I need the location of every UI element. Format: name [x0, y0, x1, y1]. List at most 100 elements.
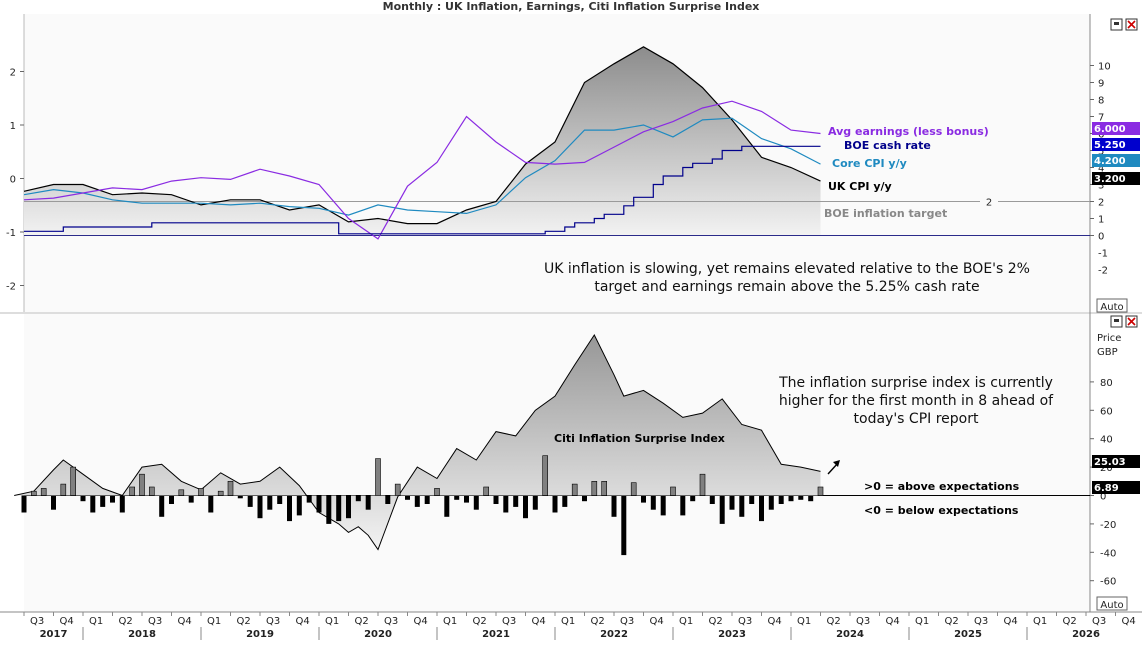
surprise-bar [699, 473, 706, 496]
quarter-label: Q3 [148, 616, 162, 627]
surprise-bar [30, 490, 37, 496]
auto-button-bottom[interactable]: Auto [1096, 596, 1128, 611]
quarter-label: Q2 [1063, 616, 1077, 627]
surprise-bar [306, 495, 312, 503]
right-tick-label: 10 [1098, 62, 1111, 73]
series-label: Core CPI y/y [832, 157, 907, 170]
value-badge-label: 6.89 [1094, 483, 1119, 494]
value-badge-label: 5.250 [1094, 140, 1126, 151]
quarter-label: Q2 [119, 616, 133, 627]
right-tick-label: 5 [1098, 147, 1104, 158]
surprise-bar [336, 495, 342, 522]
year-label: 2018 [128, 629, 156, 640]
surprise-bar [759, 495, 764, 522]
price-axis-title: Price [1097, 333, 1121, 344]
quarter-label: Q2 [355, 616, 369, 627]
surprise-area-fill [14, 335, 821, 550]
surprise-bar [405, 495, 410, 500]
year-label: 2023 [718, 629, 746, 640]
inflation-target-layer: 2 [24, 198, 1090, 236]
right-tick-label: 2 [1098, 198, 1104, 209]
surprise-bar [227, 480, 234, 496]
surprise-bar [217, 490, 224, 496]
chart-title: Monthly : UK Inflation, Earnings, Citi I… [383, 0, 760, 13]
quarter-label: Q3 [856, 616, 870, 627]
right-tick-label: 4 [1098, 164, 1104, 175]
surprise-bar [355, 495, 361, 502]
right-tick-label: 80 [1100, 378, 1113, 389]
bottom-panel-controls [1110, 315, 1138, 328]
quarter-label: Q3 [1092, 616, 1106, 627]
series-label: Avg earnings (less bonus) [828, 125, 989, 138]
right-tick-label: 20 [1100, 463, 1113, 474]
year-label: 2017 [40, 629, 68, 640]
series-line-core-cpi-y-y [23, 117, 821, 216]
auto-button-frame [1096, 298, 1128, 313]
right-tick-label: 8 [1098, 96, 1104, 107]
surprise-bar [40, 488, 47, 496]
surprise-bar [621, 495, 627, 556]
right-tick-label: 40 [1100, 435, 1113, 446]
quarter-label: Q3 [502, 616, 516, 627]
right-tick-label: 0 [1100, 492, 1106, 503]
right-tick-label: 60 [1100, 406, 1113, 417]
year-label: 2019 [246, 629, 274, 640]
annotation-line: today's CPI report [854, 411, 979, 427]
above-expectations-label: >0 = above expectations [864, 480, 1020, 493]
value-badge-label: 6.000 [1094, 124, 1126, 135]
surprise-bar [110, 495, 115, 503]
quarter-label: Q1 [561, 616, 575, 627]
quarter-label: Q1 [325, 616, 339, 627]
quarter-label: Q1 [679, 616, 693, 627]
series-line-uk-cpi-y-y [23, 46, 821, 225]
surprise-bar [169, 495, 174, 504]
surprise-bar [532, 495, 538, 510]
surprise-bar [277, 495, 283, 504]
cpi-area-fill [24, 46, 821, 236]
surprise-bar [739, 495, 745, 517]
surprise-bar [749, 495, 755, 504]
surprise-bar [287, 495, 292, 522]
surprise-bar [591, 480, 598, 496]
surprise-bar [424, 495, 430, 504]
surprise-bar [660, 495, 666, 516]
value-badge-label: 3.200 [1094, 174, 1126, 185]
below-expectations-label: <0 = below expectations [864, 504, 1019, 517]
right-tick-label: 0 [1098, 232, 1104, 243]
surprise-bar [119, 495, 125, 513]
surprise-bar [523, 495, 528, 519]
quarter-label: Q4 [296, 616, 310, 627]
year-label: 2020 [364, 629, 392, 640]
surprise-bar [493, 495, 499, 504]
quarter-label: Q2 [591, 616, 605, 627]
surprise-bar [21, 495, 27, 513]
surprise-bar [375, 458, 381, 496]
surprise-bar [257, 495, 263, 519]
surprise-bar [513, 495, 519, 507]
surprise-bar [808, 495, 814, 502]
surprise-bar [670, 486, 676, 496]
surprise-bar [680, 495, 686, 516]
time-axis: Q3 Q4 Q1 Q2 Q3 Q4 Q1 Q2 Q3 Q4 Q1 Q2 Q3 Q4 Q1 Q2 Q3 Q4 Q1 Q2… [23, 612, 1136, 640]
surprise-bar [198, 488, 204, 496]
series-label: UK CPI y/y [828, 180, 892, 193]
auto-button-top[interactable]: Auto [1096, 298, 1128, 313]
surprise-bar [641, 495, 646, 503]
quarter-label: Q2 [237, 616, 251, 627]
surprise-bar [798, 495, 804, 500]
surprise-bar [90, 495, 96, 513]
surprise-bar [444, 495, 450, 517]
surprise-bar [178, 489, 185, 496]
left-tick-label: 2 [10, 68, 16, 79]
quarter-label: Q1 [89, 616, 103, 627]
quarter-label: Q3 [620, 616, 634, 627]
quarter-label: Q3 [974, 616, 988, 627]
surprise-bar [385, 495, 391, 504]
quarter-label: Q3 [738, 616, 752, 627]
quarter-label: Q1 [1033, 616, 1047, 627]
surprise-area-outline [14, 333, 821, 551]
maximize-icon-glyph [1114, 22, 1119, 25]
close-icon-glyph [1127, 317, 1136, 326]
quarter-label: Q3 [266, 616, 280, 627]
